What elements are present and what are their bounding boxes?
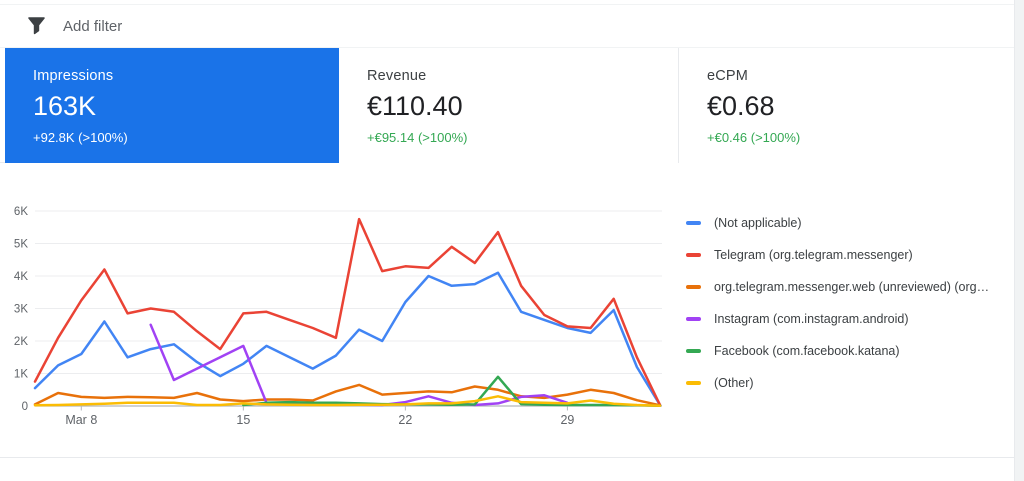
- series-line-0: [33, 271, 662, 407]
- y-axis-tick-label: 1K: [14, 369, 28, 381]
- metric-card-impressions[interactable]: Impressions 163K +92.8K (>100%): [5, 48, 339, 163]
- summary-metrics-row: Impressions 163K +92.8K (>100%) Revenue …: [0, 48, 1014, 163]
- metric-delta: +€0.46 (>100%): [707, 130, 801, 145]
- chart-legend: (Not applicable) Telegram (org.telegram.m…: [686, 207, 1008, 399]
- x-axis-tick-label: Mar 8: [65, 413, 97, 427]
- line-chart-plot: 0 1K 2K 3K 4K 5K 6K Mar 8 15 22 29: [14, 206, 662, 427]
- x-axis-tick-label: 29: [560, 413, 574, 427]
- metric-title: Impressions: [33, 68, 114, 84]
- legend-swatch-icon: [686, 221, 701, 225]
- legend-label: Instagram (com.instagram.android): [714, 312, 909, 326]
- y-axis-tick-label: 5K: [14, 239, 28, 251]
- metric-value: 163K: [33, 91, 97, 121]
- y-axis-tick-label: 3K: [14, 304, 28, 316]
- legend-item-4: Facebook (com.facebook.katana): [686, 335, 1008, 367]
- legend-item-2: org.telegram.messenger.web (unreviewed) …: [686, 271, 1008, 303]
- series-line-4: [242, 375, 662, 407]
- metric-card-revenue[interactable]: Revenue €110.40 +€95.14 (>100%): [339, 48, 679, 163]
- legend-swatch-icon: [686, 317, 701, 321]
- metric-delta: +€95.14 (>100%): [367, 130, 468, 145]
- page-background-band: [1014, 0, 1024, 481]
- filter-funnel-icon: [28, 17, 45, 35]
- legend-item-0: (Not applicable): [686, 207, 1008, 239]
- legend-label: Telegram (org.telegram.messenger): [714, 248, 913, 262]
- legend-label: Facebook (com.facebook.katana): [714, 344, 900, 358]
- legend-label: (Other): [714, 376, 754, 390]
- legend-item-1: Telegram (org.telegram.messenger): [686, 239, 1008, 271]
- y-axis-tick-label: 2K: [14, 336, 28, 348]
- legend-item-3: Instagram (com.instagram.android): [686, 303, 1008, 335]
- series-line-1: [33, 217, 662, 407]
- metric-value: €0.68: [707, 91, 775, 121]
- series-line-5: [33, 395, 662, 407]
- metric-value: €110.40: [367, 91, 463, 121]
- metric-card-ecpm[interactable]: eCPM €0.68 +€0.46 (>100%): [679, 48, 1014, 163]
- legend-swatch-icon: [686, 381, 701, 385]
- add-filter-bar[interactable]: Add filter: [0, 4, 1014, 48]
- legend-label: (Not applicable): [714, 216, 802, 230]
- add-filter-label: Add filter: [63, 17, 123, 35]
- legend-swatch-icon: [686, 253, 701, 257]
- metric-title: eCPM: [707, 68, 749, 84]
- legend-label: org.telegram.messenger.web (unreviewed) …: [714, 280, 990, 294]
- x-axis-tick-label: 22: [398, 413, 412, 427]
- legend-swatch-icon: [686, 349, 701, 353]
- y-axis-tick-label: 6K: [14, 206, 28, 218]
- series-line-2: [33, 383, 662, 407]
- legend-swatch-icon: [686, 285, 701, 289]
- impressions-time-series-chart: 0 1K 2K 3K 4K 5K 6K Mar 8 15 22 29 (Not applicable…: [0, 163, 1014, 458]
- x-axis-tick-label: 15: [236, 413, 250, 427]
- metric-title: Revenue: [367, 68, 427, 84]
- legend-item-5: (Other): [686, 367, 1008, 399]
- y-axis-tick-label: 4K: [14, 271, 28, 283]
- y-axis-tick-label: 0: [22, 401, 28, 413]
- metric-delta: +92.8K (>100%): [33, 130, 128, 145]
